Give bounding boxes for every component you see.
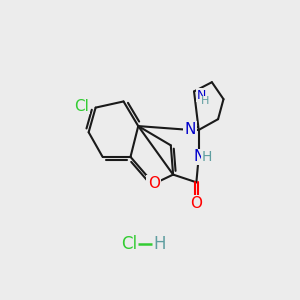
Text: H: H	[202, 150, 212, 164]
Text: O: O	[190, 196, 202, 211]
Text: N: N	[193, 149, 204, 164]
Text: N: N	[184, 122, 196, 137]
Text: H: H	[201, 96, 209, 106]
Text: N: N	[196, 89, 206, 102]
Text: O: O	[148, 176, 160, 191]
Text: Cl: Cl	[121, 235, 137, 253]
Text: Cl: Cl	[75, 99, 89, 114]
Text: H: H	[153, 235, 165, 253]
